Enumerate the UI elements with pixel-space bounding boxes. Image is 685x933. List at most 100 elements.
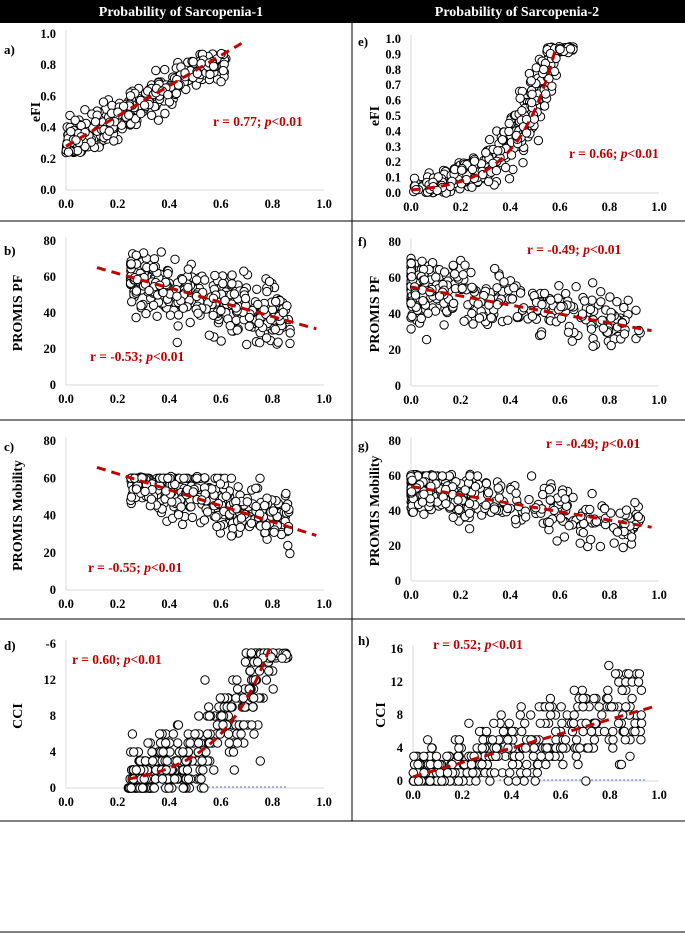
data-point <box>453 495 463 505</box>
x-tick-label: 0.6 <box>552 200 568 214</box>
data-point <box>491 165 502 176</box>
correlation-annotation: r = -0.49; p<0.01 <box>527 242 622 257</box>
y-tick-label: 0.9 <box>385 47 401 61</box>
correlation-annotation: r = 0.60; p<0.01 <box>72 652 162 667</box>
data-point <box>458 270 468 280</box>
data-point <box>633 512 643 522</box>
data-point <box>137 783 148 793</box>
data-point <box>124 110 134 120</box>
y-tick-label: 0 <box>395 574 401 588</box>
data-point <box>503 315 513 325</box>
data-point <box>421 334 432 345</box>
data-point <box>437 776 447 786</box>
data-point <box>526 471 537 481</box>
data-point <box>544 485 555 495</box>
data-point <box>226 473 237 483</box>
data-point <box>532 768 542 778</box>
data-point <box>469 156 480 166</box>
data-point <box>86 137 96 147</box>
panel-tag: b) <box>4 243 16 258</box>
data-point <box>518 158 528 168</box>
data-point <box>510 514 521 525</box>
data-point <box>586 324 597 334</box>
data-point <box>453 776 464 786</box>
data-point <box>586 534 596 545</box>
data-point <box>608 743 618 753</box>
data-point <box>575 538 585 548</box>
data-point <box>448 298 459 309</box>
panel-tag: e) <box>358 34 368 49</box>
trend-line <box>96 266 317 331</box>
data-point <box>264 276 275 287</box>
data-point <box>493 146 503 156</box>
data-point <box>441 499 451 509</box>
data-point <box>439 267 450 277</box>
y-tick-label: 1.0 <box>385 32 401 46</box>
data-point <box>419 489 429 499</box>
data-point <box>423 735 433 745</box>
data-point <box>127 729 138 739</box>
y-tick-label: -6 <box>46 637 56 651</box>
data-point <box>178 303 189 313</box>
panel-e: e)0.0 0.2 0.4 0.6 0.8 1.00.00.10.20.30.40.50.… <box>358 32 667 214</box>
data-point <box>228 747 239 757</box>
data-point <box>599 726 610 737</box>
data-point <box>185 317 195 328</box>
correlation-annotation: r = 0.66; p<0.01 <box>569 146 659 161</box>
data-point <box>131 312 141 323</box>
data-point <box>577 685 587 695</box>
data-point <box>178 783 188 793</box>
data-point <box>255 473 265 483</box>
y-tick-label: 0.6 <box>40 89 56 103</box>
data-point <box>636 718 647 728</box>
data-point <box>198 765 208 775</box>
data-point <box>251 483 261 493</box>
data-point <box>507 726 517 737</box>
x-tick-label: 1.0 <box>316 392 332 406</box>
data-point <box>139 100 150 110</box>
data-point <box>579 296 590 306</box>
data-point <box>146 110 157 121</box>
data-point <box>571 282 581 292</box>
y-tick-label: 16 <box>391 642 404 656</box>
data-point <box>200 275 210 285</box>
data-point <box>457 165 467 175</box>
x-tick-label: 0.8 <box>602 788 618 802</box>
data-point <box>270 324 280 335</box>
x-tick-label: 0.8 <box>602 393 618 407</box>
data-point <box>539 288 550 299</box>
data-point <box>183 774 194 784</box>
y-tick-label: 0.0 <box>385 186 401 200</box>
data-point <box>448 260 458 270</box>
x-tick-label: 0.6 <box>553 788 569 802</box>
x-tick-label: 0.4 <box>161 597 177 611</box>
data-point <box>413 759 423 770</box>
data-point <box>427 743 437 753</box>
data-point <box>569 710 579 720</box>
data-point <box>464 498 475 509</box>
data-point <box>215 693 226 703</box>
data-point <box>277 653 287 663</box>
x-tick-label: 0.0 <box>58 197 74 211</box>
data-point <box>567 336 577 346</box>
y-tick-label: 0.8 <box>40 58 56 72</box>
data-point <box>158 747 168 757</box>
data-point <box>172 291 182 301</box>
data-point <box>544 751 554 761</box>
data-point <box>233 482 243 492</box>
data-point <box>63 147 74 157</box>
data-point <box>131 765 142 775</box>
data-point <box>156 247 167 257</box>
data-point <box>519 776 529 786</box>
data-point <box>544 517 554 528</box>
data-point <box>578 702 588 712</box>
data-point <box>464 718 474 728</box>
panel-tag: d) <box>4 638 16 653</box>
data-point <box>125 91 136 101</box>
data-point <box>631 305 641 315</box>
data-point <box>568 492 578 503</box>
data-point <box>539 64 549 75</box>
data-point <box>249 693 259 703</box>
data-point <box>481 478 492 489</box>
data-point <box>585 504 595 515</box>
